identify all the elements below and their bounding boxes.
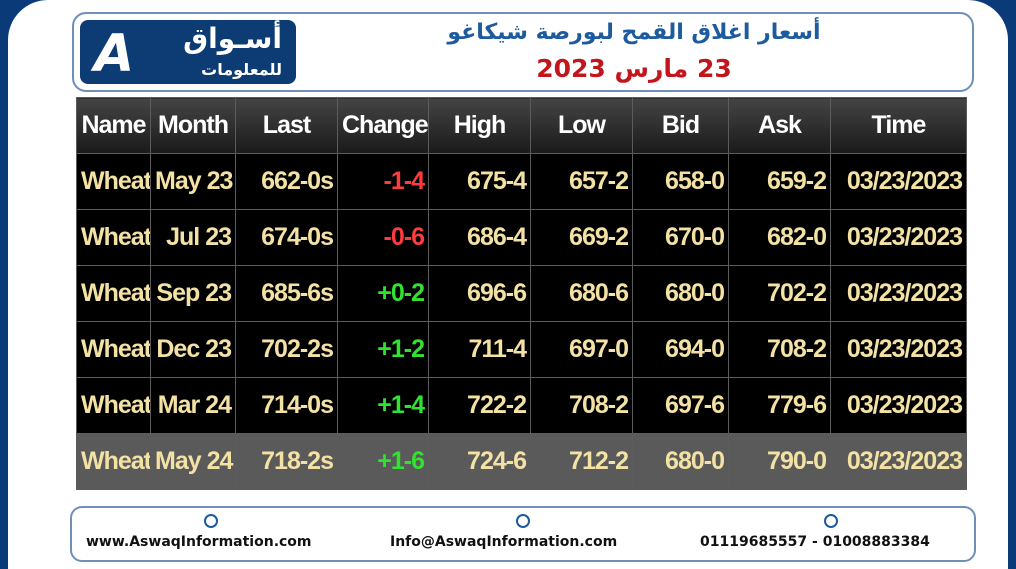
cell: 675-4 xyxy=(428,153,531,210)
cell: 03/23/2023 xyxy=(830,433,967,490)
cell: 718-2s xyxy=(235,433,338,490)
cell: Jul 23 xyxy=(150,209,236,266)
cell: -1-4 xyxy=(337,153,429,210)
website: www.AswaqInformation.com xyxy=(86,534,312,550)
cell: Wheat xyxy=(76,377,151,434)
cell: 697-0 xyxy=(530,321,633,378)
web-icon xyxy=(204,514,218,528)
cell: -0-6 xyxy=(337,209,429,266)
cell: 03/23/2023 xyxy=(830,377,967,434)
cell: 702-2s xyxy=(235,321,338,378)
row: Wheat May 24 718-2s +1-6 724-6 712-2 680-0 790-… xyxy=(76,433,967,490)
column-header: Name xyxy=(76,97,151,154)
cell: 03/23/2023 xyxy=(830,321,967,378)
cell: 708-2 xyxy=(728,321,831,378)
cell: Dec 23 xyxy=(150,321,236,378)
cell: Wheat xyxy=(76,265,151,322)
cell: 659-2 xyxy=(728,153,831,210)
footer: www.AswaqInformation.com Info@AswaqInfor… xyxy=(70,506,976,562)
cell: 686-4 xyxy=(428,209,531,266)
cell: 670-0 xyxy=(632,209,729,266)
cell: 674-0s xyxy=(235,209,338,266)
cell: Wheat xyxy=(76,153,151,210)
cell: 711-4 xyxy=(428,321,531,378)
logo: A أسـواق للمعلومات xyxy=(80,20,296,84)
column-header: Low xyxy=(530,97,633,154)
cell: 708-2 xyxy=(530,377,633,434)
cell: May 23 xyxy=(150,153,236,210)
email-icon xyxy=(516,514,530,528)
cell: 658-0 xyxy=(632,153,729,210)
logo-subtitle: للمعلومات xyxy=(201,60,282,79)
column-header: High xyxy=(428,97,531,154)
title: أسعار اغلاق القمح لبورصة شيكاغو xyxy=(447,20,821,45)
cell: 724-6 xyxy=(428,433,531,490)
column-header: Month xyxy=(150,97,236,154)
cell: 03/23/2023 xyxy=(830,209,967,266)
cell: Wheat xyxy=(76,209,151,266)
cell: 680-0 xyxy=(632,433,729,490)
cell: Wheat xyxy=(76,321,151,378)
cell: 714-0s xyxy=(235,377,338,434)
email: Info@AswaqInformation.com xyxy=(390,534,618,550)
row: Wheat Sep 23 685-6s +0-2 696-6 680-6 680-0 702-… xyxy=(76,265,967,322)
logo-title: أسـواق xyxy=(183,22,282,55)
cell: Sep 23 xyxy=(150,265,236,322)
cell: 694-0 xyxy=(632,321,729,378)
cell: 03/23/2023 xyxy=(830,265,967,322)
cell: 03/23/2023 xyxy=(830,153,967,210)
header: A أسـواق للمعلومات أسعار اغلاق القمح لبو… xyxy=(72,12,974,92)
cell: 712-2 xyxy=(530,433,633,490)
cell: +1-4 xyxy=(337,377,429,434)
cell: +1-6 xyxy=(337,433,429,490)
date: 23 مارس 2023 xyxy=(536,54,732,83)
cell: 722-2 xyxy=(428,377,531,434)
column-header: Change xyxy=(337,97,429,154)
cell: 685-6s xyxy=(235,265,338,322)
row: Wheat May 23 662-0s -1-4 675-4 657-2 658-0 659-… xyxy=(76,153,967,210)
cell: 779-6 xyxy=(728,377,831,434)
column-header: Ask xyxy=(728,97,831,154)
cell: 790-0 xyxy=(728,433,831,490)
cell: +1-2 xyxy=(337,321,429,378)
cell: 680-6 xyxy=(530,265,633,322)
cell: 682-0 xyxy=(728,209,831,266)
cell: 662-0s xyxy=(235,153,338,210)
cell: 702-2 xyxy=(728,265,831,322)
column-header: Last xyxy=(235,97,338,154)
cell: Wheat xyxy=(76,433,151,490)
table-body: Wheat May 23 662-0s -1-4 675-4 657-2 658-0 659-… xyxy=(76,153,967,490)
cell: 657-2 xyxy=(530,153,633,210)
price-table: Name Month Last Change High Low Bid Ask Time Whe… xyxy=(76,97,967,490)
cell: 697-6 xyxy=(632,377,729,434)
header-row: Name Month Last Change High Low Bid Ask Time xyxy=(76,97,967,154)
row: Wheat Dec 23 702-2s +1-2 711-4 697-0 694-0 708-… xyxy=(76,321,967,378)
cell: 696-6 xyxy=(428,265,531,322)
logo-mark: A xyxy=(94,24,135,84)
phone: 01119685557 - 01008883384 xyxy=(700,534,930,550)
column-header: Bid xyxy=(632,97,729,154)
column-header: Time xyxy=(830,97,967,154)
cell: +0-2 xyxy=(337,265,429,322)
cell: Mar 24 xyxy=(150,377,236,434)
cell: 680-0 xyxy=(632,265,729,322)
row: Wheat Mar 24 714-0s +1-4 722-2 708-2 697-6 779-… xyxy=(76,377,967,434)
cell: May 24 xyxy=(150,433,236,490)
phone-icon xyxy=(824,514,838,528)
row: Wheat Jul 23 674-0s -0-6 686-4 669-2 670-0 682-… xyxy=(76,209,967,266)
cell: 669-2 xyxy=(530,209,633,266)
